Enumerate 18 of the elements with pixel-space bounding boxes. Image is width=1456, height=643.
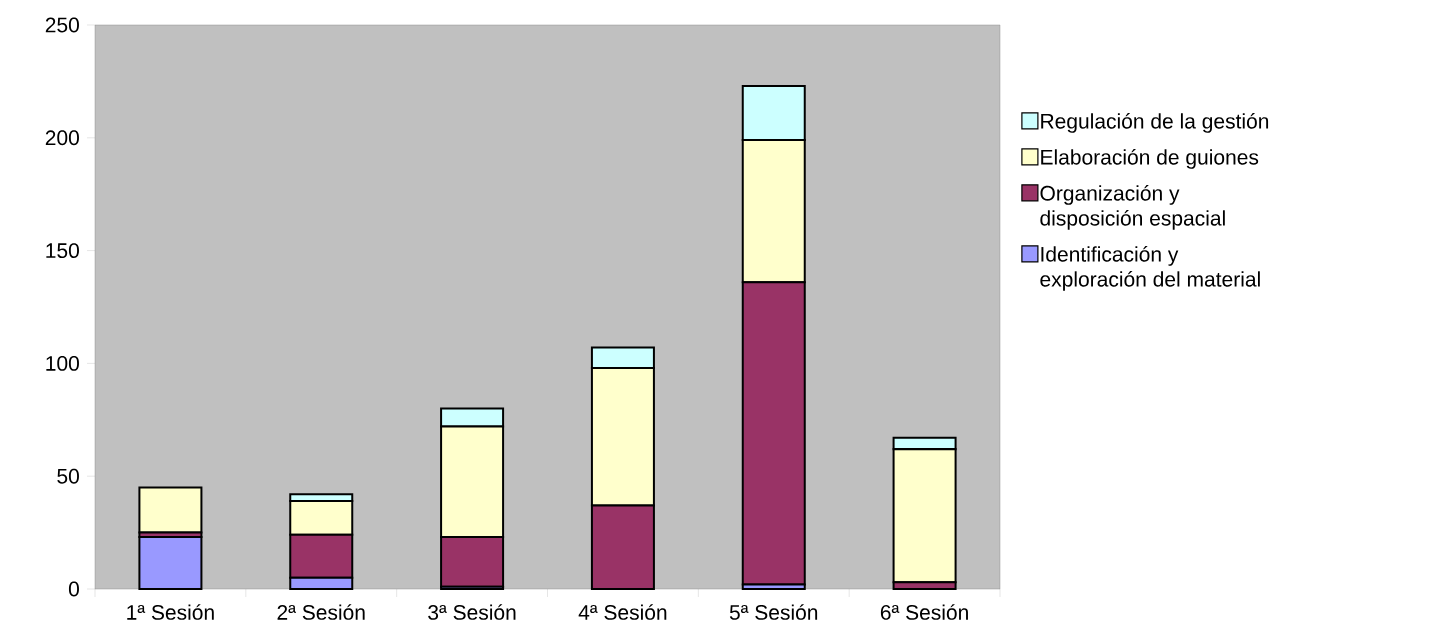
x-tick-label: 5ª Sesión [729,604,818,620]
x-tick-label: 1ª Sesión [127,604,214,620]
y-tick-label: 100 [46,355,79,371]
y-tick-label: 0 [68,581,79,597]
legend-label: Organización y disposición espacial [1040,185,1225,230]
y-tick-label: 50 [57,468,79,484]
bar [138,486,203,534]
legend-label: Elaboración de guiones [1041,149,1259,169]
legend-label: Identificación y exploración del material [1040,246,1260,291]
x-tick-label: 2ª Sesión [277,604,365,620]
bar [138,536,203,590]
x-tick-label: 4ª Sesión [578,604,667,620]
x-tick-label: 6ª Sesión [880,604,968,620]
legend-label: Regulación de la gestión [1041,112,1269,133]
x-tick-label: 3ª Sesión [428,604,516,620]
y-tick-label: 250 [45,17,79,33]
y-tick-label: 200 [45,130,79,146]
y-tick-label: 150 [46,243,79,259]
